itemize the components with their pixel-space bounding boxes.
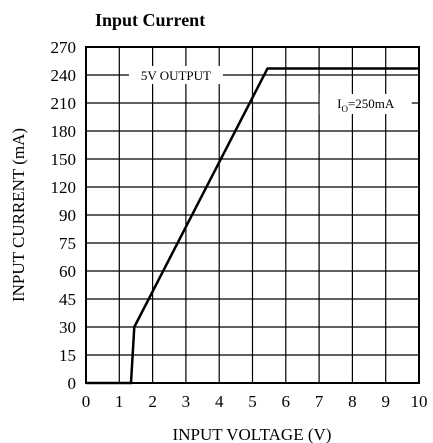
y-tick-label: 75 xyxy=(59,234,76,253)
x-tick-label: 2 xyxy=(148,392,157,411)
y-tick-labels: 0 15 30 45 60 75 90 120 150 180 210 240 270 xyxy=(51,38,77,393)
x-tick-label: 6 xyxy=(282,392,291,411)
annotation-io-bg xyxy=(319,94,412,114)
y-tick-label: 0 xyxy=(68,374,77,393)
y-tick-label: 30 xyxy=(59,318,76,337)
x-tick-label: 5 xyxy=(248,392,257,411)
y-tick-label: 60 xyxy=(59,262,76,281)
x-tick-labels: 0 1 2 3 4 5 6 7 8 9 10 xyxy=(82,392,428,411)
series-line-input-current xyxy=(86,67,419,385)
annotation-5v-output-bg xyxy=(128,66,223,84)
annotations: 5V OUTPUT IO=250mA xyxy=(128,66,412,114)
y-tick-label: 150 xyxy=(51,150,77,169)
plot-frame xyxy=(85,46,420,384)
x-tick-label: 10 xyxy=(411,392,428,411)
y-tick-label: 120 xyxy=(51,178,77,197)
annotation-io-value: =250mA xyxy=(348,96,395,111)
annotation-io-250ma: IO=250mA xyxy=(337,96,395,114)
x-tick-label: 0 xyxy=(82,392,91,411)
x-tick-label: 9 xyxy=(381,392,390,411)
y-tick-label: 15 xyxy=(59,346,76,365)
y-tick-label: 45 xyxy=(59,290,76,309)
x-tick-label: 7 xyxy=(315,392,324,411)
annotation-io-subscript: O xyxy=(341,104,348,114)
y-tick-label: 210 xyxy=(51,94,77,113)
x-tick-label: 4 xyxy=(215,392,224,411)
annotation-io-main: I xyxy=(337,96,341,111)
x-axis-label: INPUT VOLTAGE (V) xyxy=(173,425,332,443)
grid xyxy=(86,47,419,383)
y-axis-label: INPUT CURRENT (mA) xyxy=(9,128,28,302)
x-tick-label: 8 xyxy=(348,392,357,411)
y-tick-label: 90 xyxy=(59,206,76,225)
y-tick-label: 240 xyxy=(51,66,77,85)
y-tick-label: 180 xyxy=(51,122,77,141)
annotation-5v-output: 5V OUTPUT xyxy=(141,68,211,83)
x-tick-label: 3 xyxy=(182,392,191,411)
chart-title: Input Current xyxy=(95,10,205,30)
y-tick-label: 270 xyxy=(51,38,77,57)
x-tick-label: 1 xyxy=(115,392,124,411)
